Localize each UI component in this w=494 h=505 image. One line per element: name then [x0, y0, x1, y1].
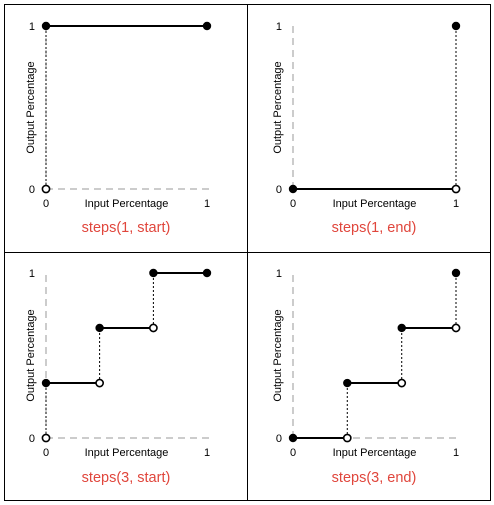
chart-caption: steps(1, start) [82, 220, 171, 236]
open-point [397, 378, 407, 388]
open-point [148, 323, 158, 333]
x-axis-label: Input Percentage [85, 198, 169, 210]
y-axis-label: Output Percentage [25, 309, 37, 401]
chart-caption: steps(1, end) [332, 220, 417, 236]
y-tick-label-1: 1 [29, 21, 35, 33]
y-tick-label-1: 1 [276, 268, 282, 280]
open-point [95, 378, 105, 388]
y-tick-label-0: 0 [29, 433, 35, 445]
x-tick-label-1: 1 [204, 198, 210, 210]
x-axis-label: Input Percentage [333, 447, 417, 459]
x-axis-label: Input Percentage [85, 447, 169, 459]
closed-point [41, 378, 51, 388]
x-tick-label-0: 0 [43, 447, 49, 459]
y-tick-label-0: 0 [29, 184, 35, 196]
closed-point [95, 323, 104, 333]
closed-point [202, 268, 212, 278]
open-point [41, 433, 51, 443]
step-chart-steps-3-end: 0 1 0 1 Input Percentage Output Percentage ste… [272, 268, 461, 486]
open-point [451, 184, 461, 194]
y-tick-label-1: 1 [29, 268, 35, 280]
x-tick-label-1: 1 [453, 198, 459, 210]
y-axis-label: Output Percentage [25, 61, 37, 153]
x-tick-label-1: 1 [204, 447, 210, 459]
chart-caption: steps(3, end) [332, 470, 417, 486]
open-point [451, 323, 461, 333]
x-tick-label-0: 0 [290, 447, 296, 459]
step-chart-steps-1-end: 0 1 0 1 Input Percentage Output Percentage ste… [272, 21, 461, 236]
x-tick-label-1: 1 [453, 447, 459, 459]
x-axis-label: Input Percentage [333, 198, 417, 210]
chart-caption: steps(3, start) [82, 470, 171, 486]
closed-point [397, 323, 406, 333]
closed-point [202, 21, 212, 31]
closed-point [451, 21, 461, 31]
y-tick-label-1: 1 [276, 21, 282, 33]
closed-point [149, 268, 158, 278]
closed-point [41, 21, 51, 31]
y-tick-label-0: 0 [276, 184, 282, 196]
x-tick-label-0: 0 [43, 198, 49, 210]
open-point [342, 433, 352, 443]
y-axis-label: Output Percentage [272, 309, 284, 401]
step-chart-steps-3-start: 0 1 0 1 Input Percentage Output Percentage ste… [25, 268, 212, 486]
closed-point [288, 184, 298, 194]
closed-point [288, 433, 298, 443]
closed-point [343, 378, 352, 388]
y-tick-label-0: 0 [276, 433, 282, 445]
step-chart-steps-1-start: 0 1 0 1 Input Percentage Output Percentage ste… [25, 21, 212, 236]
x-tick-label-0: 0 [290, 198, 296, 210]
panel-grid-border [4, 4, 491, 501]
closed-point [451, 268, 461, 278]
open-point [41, 184, 51, 194]
y-axis-label: Output Percentage [272, 61, 284, 153]
